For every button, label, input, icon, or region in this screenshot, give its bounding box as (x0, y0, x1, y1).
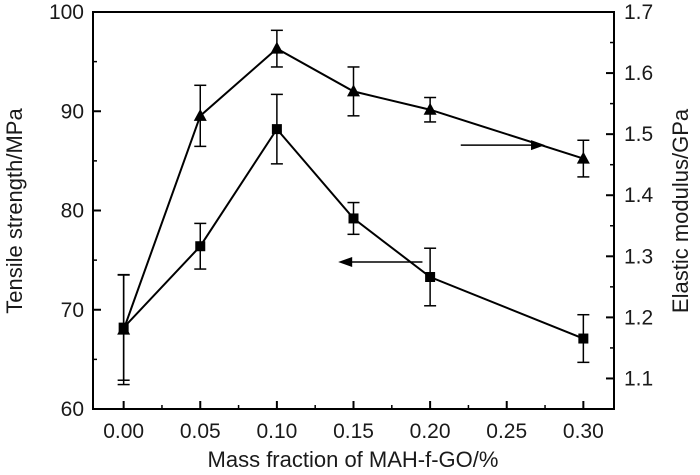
right-y-tick-label: 1.3 (624, 245, 653, 268)
series-1-triangle-marker (117, 322, 131, 335)
series-0-square-marker (425, 271, 436, 282)
arrow-left-head (338, 256, 353, 267)
x-tick-label: 0.25 (486, 420, 527, 443)
series-1-triangle-marker (423, 102, 437, 115)
x-tick-label: 0.05 (180, 420, 221, 443)
ticks-layer: 0.00 0.05 0.10 0.15 0.20 0.25 0.30 60 70 80 90 100 1… (49, 1, 654, 443)
left-y-tick-label: 100 (49, 1, 84, 24)
series-0-square-marker (195, 241, 206, 252)
series-1-triangle-marker (270, 41, 284, 54)
x-tick-label: 0.00 (103, 420, 144, 443)
series-layer (117, 29, 590, 386)
right-y-tick-label: 1.2 (624, 306, 653, 329)
left-y-tick-label: 90 (61, 100, 84, 123)
series-1-triangle-marker (576, 151, 590, 164)
right-y-axis-title: Elastic modulus/GPa (668, 108, 693, 313)
right-y-tick-label: 1.4 (624, 184, 654, 207)
plot-frame (92, 11, 615, 410)
arrow-right-head (531, 140, 546, 151)
right-y-tick-label: 1.7 (624, 1, 653, 24)
x-tick-label: 0.20 (410, 420, 451, 443)
right-y-tick-label: 1.5 (624, 123, 653, 146)
series-1-triangle-marker (193, 108, 207, 121)
left-y-axis-title: Tensile strength/MPa (2, 108, 27, 314)
series-0-square-marker (348, 213, 359, 224)
series-1-line (122, 47, 584, 330)
left-y-tick-label: 80 (61, 200, 84, 223)
series-0-line (122, 127, 584, 340)
right-y-tick-label: 1.1 (624, 367, 653, 390)
right-y-tick-label: 1.6 (624, 62, 653, 85)
series-0-square-marker (578, 333, 589, 344)
x-tick-label: 0.15 (333, 420, 374, 443)
series-0-square-marker (271, 124, 282, 135)
x-axis-title: Mass fraction of MAH-f-GO/% (208, 447, 499, 472)
x-tick-label: 0.10 (256, 420, 297, 443)
left-y-tick-label: 70 (61, 299, 84, 322)
left-y-tick-label: 60 (61, 398, 84, 421)
series-1-triangle-marker (347, 84, 360, 97)
x-tick-label: 0.30 (563, 420, 604, 443)
annotations-layer (338, 140, 546, 267)
